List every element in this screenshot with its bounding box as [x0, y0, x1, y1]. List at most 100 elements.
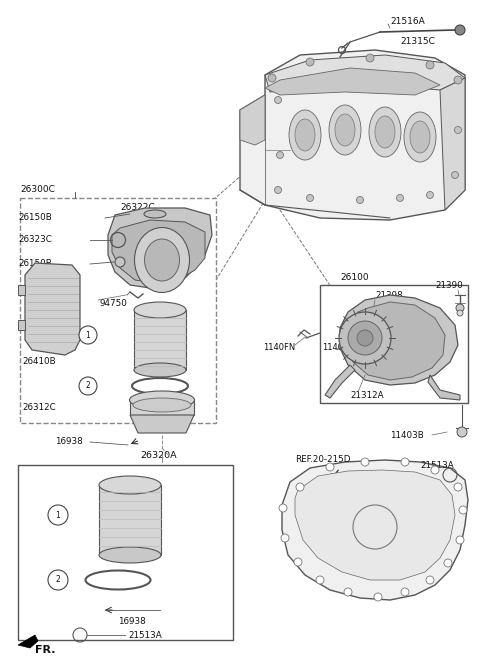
Circle shape: [361, 458, 369, 466]
Ellipse shape: [410, 121, 430, 153]
Polygon shape: [347, 302, 445, 380]
Circle shape: [374, 593, 382, 601]
Circle shape: [401, 588, 409, 596]
Circle shape: [456, 304, 464, 312]
Circle shape: [281, 534, 289, 542]
Polygon shape: [282, 460, 468, 600]
Circle shape: [294, 558, 302, 566]
Text: 1: 1: [56, 510, 60, 520]
Circle shape: [275, 187, 281, 194]
Ellipse shape: [335, 114, 355, 146]
Ellipse shape: [369, 107, 401, 157]
Circle shape: [454, 483, 462, 491]
Text: 94750: 94750: [100, 298, 128, 307]
Circle shape: [357, 196, 363, 204]
Bar: [320, 285, 468, 403]
Polygon shape: [265, 68, 440, 95]
Circle shape: [357, 330, 373, 346]
Circle shape: [455, 127, 461, 133]
Text: 21390: 21390: [435, 281, 463, 290]
Circle shape: [276, 152, 284, 158]
Bar: [20, 198, 216, 423]
Ellipse shape: [130, 391, 194, 409]
Polygon shape: [340, 295, 458, 385]
Text: REF.20-215D: REF.20-215D: [295, 455, 350, 464]
Ellipse shape: [295, 119, 315, 151]
Polygon shape: [295, 470, 455, 580]
Polygon shape: [108, 208, 212, 288]
Circle shape: [454, 76, 462, 84]
Text: 21312A: 21312A: [350, 390, 384, 399]
Circle shape: [459, 506, 467, 514]
Text: 26312C: 26312C: [22, 403, 56, 413]
Circle shape: [457, 310, 463, 316]
Circle shape: [339, 312, 391, 364]
Ellipse shape: [134, 363, 186, 377]
Text: FR.: FR.: [35, 645, 56, 655]
Circle shape: [456, 536, 464, 544]
Ellipse shape: [134, 302, 186, 318]
Circle shape: [426, 576, 434, 584]
Ellipse shape: [144, 239, 180, 281]
Circle shape: [344, 588, 352, 596]
Text: 16938: 16938: [55, 438, 83, 447]
Circle shape: [296, 483, 304, 491]
Circle shape: [279, 504, 287, 512]
Polygon shape: [130, 415, 194, 433]
Text: 21398: 21398: [375, 290, 403, 300]
Text: 21315C: 21315C: [400, 37, 435, 47]
Text: 26100: 26100: [340, 273, 369, 283]
Polygon shape: [240, 50, 465, 220]
Circle shape: [306, 58, 314, 66]
Polygon shape: [428, 375, 460, 400]
Text: 26410B: 26410B: [22, 357, 56, 367]
Circle shape: [427, 191, 433, 198]
Circle shape: [366, 54, 374, 62]
Circle shape: [316, 576, 324, 584]
Circle shape: [444, 559, 452, 567]
Circle shape: [431, 466, 439, 474]
Circle shape: [79, 377, 97, 395]
Polygon shape: [18, 320, 25, 330]
Circle shape: [48, 505, 68, 525]
Circle shape: [401, 458, 409, 466]
Circle shape: [79, 326, 97, 344]
Ellipse shape: [99, 476, 161, 494]
Bar: [130, 400, 194, 415]
Circle shape: [452, 171, 458, 179]
Text: 21513A: 21513A: [420, 461, 454, 470]
Ellipse shape: [404, 112, 436, 162]
Circle shape: [268, 74, 276, 82]
Circle shape: [455, 25, 465, 35]
Circle shape: [396, 194, 404, 202]
Ellipse shape: [133, 398, 191, 412]
Ellipse shape: [144, 210, 166, 218]
Text: 2: 2: [85, 382, 90, 390]
Bar: [134, 310, 186, 370]
Text: 21516A: 21516A: [390, 18, 425, 26]
Ellipse shape: [289, 110, 321, 160]
Polygon shape: [25, 263, 80, 355]
Ellipse shape: [115, 257, 125, 267]
Polygon shape: [18, 635, 38, 648]
Ellipse shape: [99, 547, 161, 563]
Text: 26323C: 26323C: [18, 235, 52, 244]
Text: 1140FN: 1140FN: [263, 344, 295, 353]
Text: 21513A: 21513A: [128, 631, 162, 639]
Circle shape: [426, 61, 434, 69]
Text: 1140HG: 1140HG: [322, 344, 356, 353]
Polygon shape: [240, 95, 265, 145]
Text: 26150B: 26150B: [18, 214, 52, 223]
Polygon shape: [325, 365, 355, 398]
Circle shape: [457, 427, 467, 437]
Circle shape: [48, 570, 68, 590]
Ellipse shape: [329, 105, 361, 155]
Text: 26300C: 26300C: [20, 185, 55, 194]
Polygon shape: [440, 78, 465, 210]
Ellipse shape: [375, 116, 395, 148]
Bar: [18, 465, 233, 640]
Text: 26150B: 26150B: [18, 260, 52, 269]
Polygon shape: [112, 220, 205, 283]
Text: 26320A: 26320A: [140, 451, 177, 459]
Bar: [99, 485, 161, 555]
